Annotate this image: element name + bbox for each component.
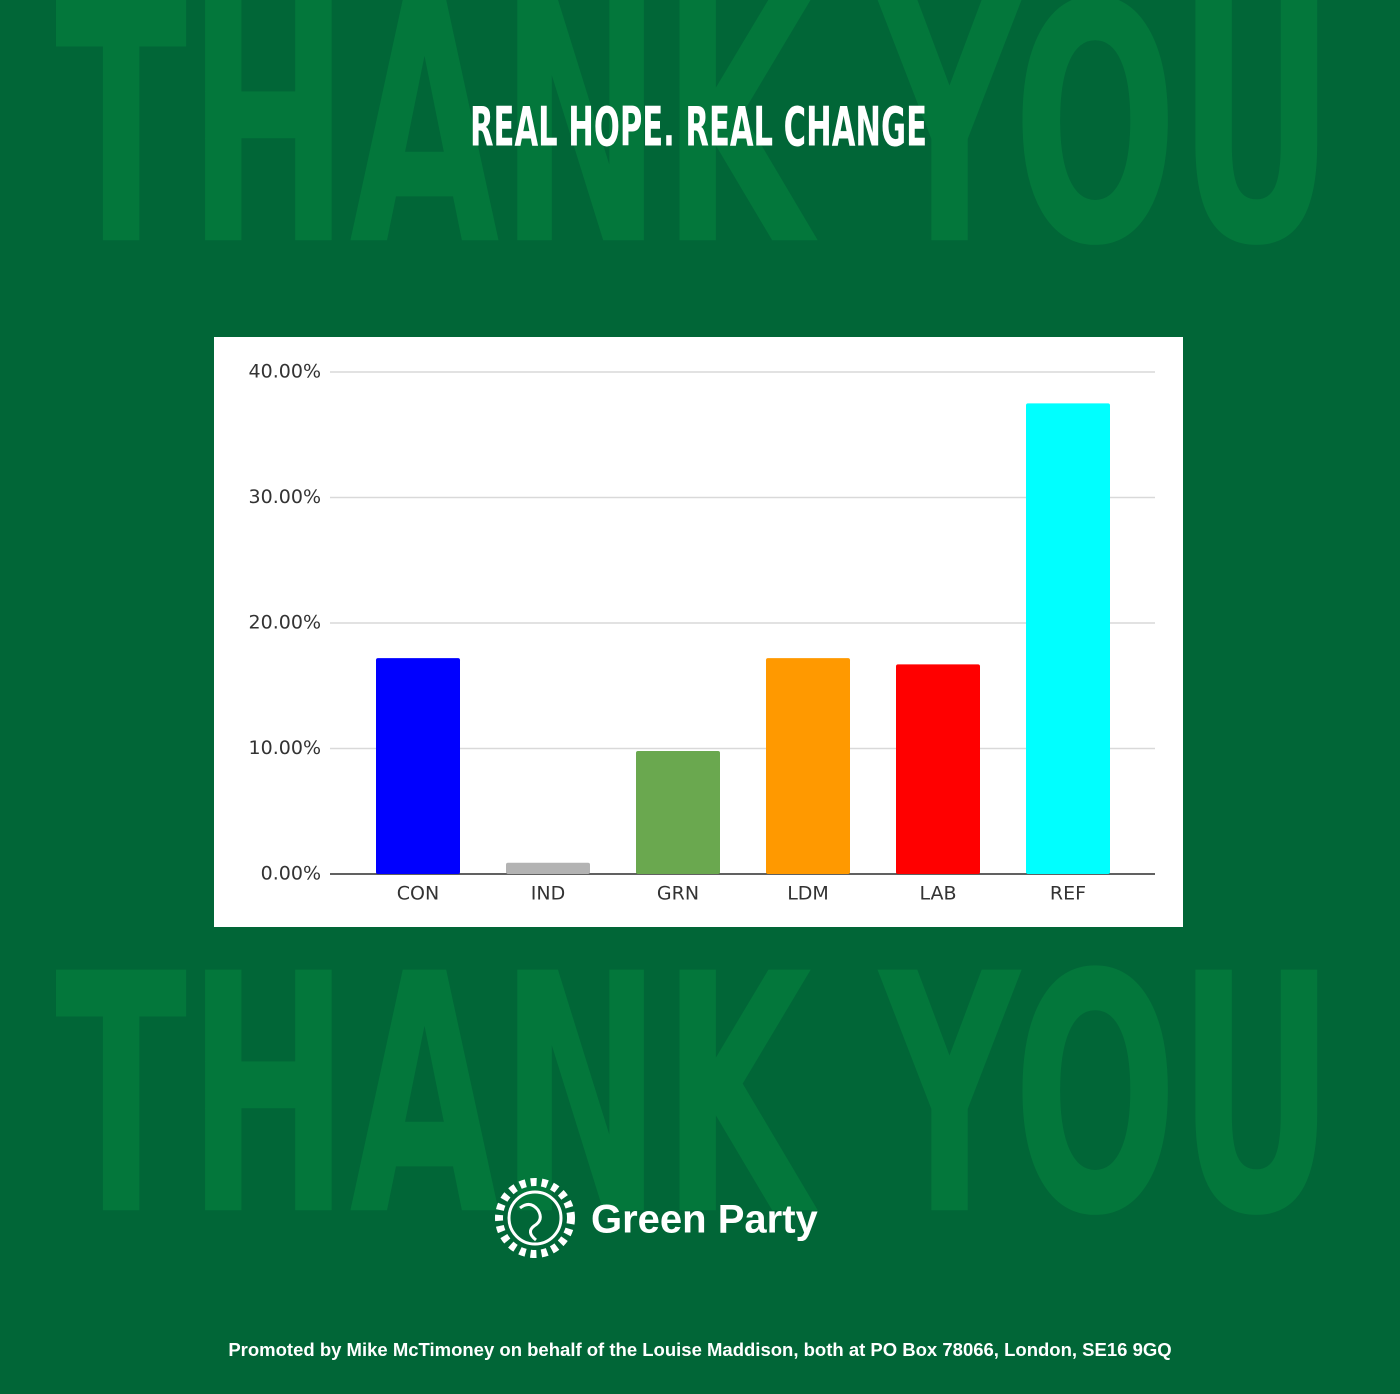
x-tick-label: CON	[397, 883, 439, 905]
x-tick-label: GRN	[657, 883, 699, 905]
background-text: THANK YOU	[55, 0, 1335, 318]
logo-icon	[495, 1178, 575, 1258]
footer: Promoted by Mike McTimoney on behalf of …	[228, 1339, 1171, 1360]
x-tick-label: LDM	[787, 883, 829, 905]
x-tick-label: IND	[531, 883, 565, 905]
y-tick-label: 30.00%	[249, 486, 321, 508]
bar	[1026, 403, 1110, 874]
background-text: THANK YOU	[55, 904, 1335, 1288]
y-tick-label: 40.00%	[249, 361, 321, 383]
heading: REAL HOPE. REAL CHANGE	[470, 96, 927, 159]
bar	[636, 751, 720, 874]
bar	[896, 664, 980, 874]
x-tick-label: REF	[1050, 883, 1086, 905]
bar	[506, 862, 590, 874]
bar	[376, 658, 460, 874]
x-tick-label: LAB	[919, 883, 956, 905]
y-tick-label: 10.00%	[249, 737, 321, 759]
y-tick-label: 20.00%	[249, 612, 321, 634]
y-tick-label: 0.00%	[261, 863, 321, 885]
logo-text: Green Party	[591, 1198, 819, 1242]
bar	[766, 658, 850, 874]
